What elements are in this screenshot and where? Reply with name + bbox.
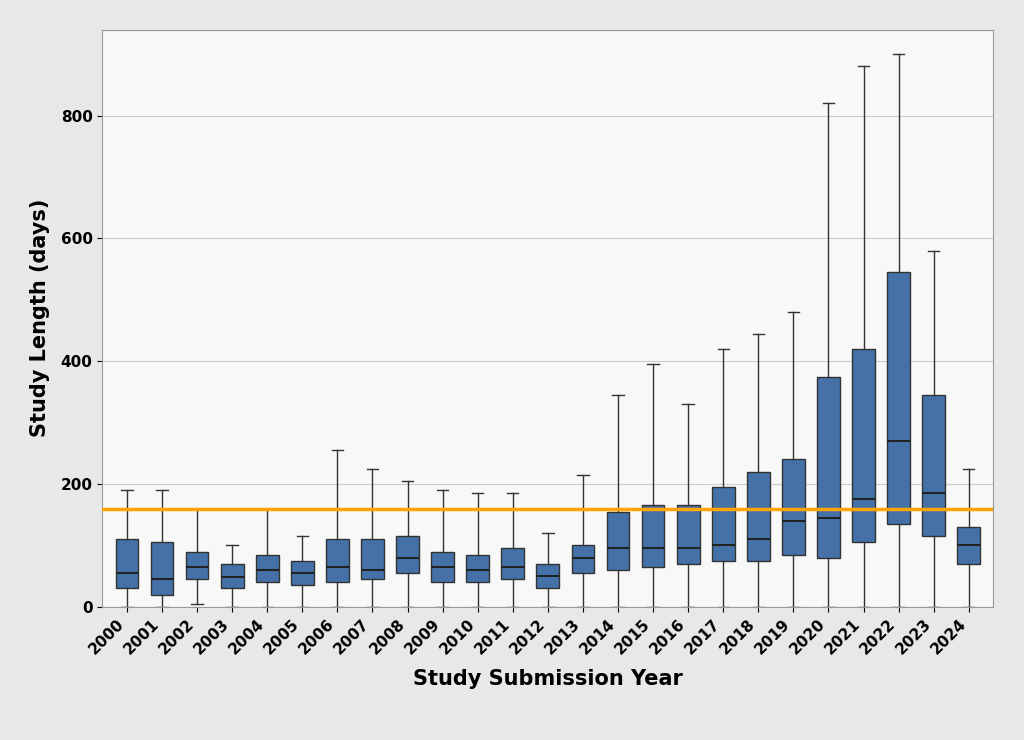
PathPatch shape xyxy=(537,564,559,588)
PathPatch shape xyxy=(571,545,594,573)
X-axis label: Study Submission Year: Study Submission Year xyxy=(413,668,683,688)
PathPatch shape xyxy=(887,272,910,524)
PathPatch shape xyxy=(677,505,699,564)
PathPatch shape xyxy=(642,505,665,567)
PathPatch shape xyxy=(185,551,209,579)
PathPatch shape xyxy=(923,395,945,536)
PathPatch shape xyxy=(116,539,138,588)
PathPatch shape xyxy=(746,471,770,561)
PathPatch shape xyxy=(431,551,454,582)
PathPatch shape xyxy=(606,511,630,570)
PathPatch shape xyxy=(712,487,734,561)
PathPatch shape xyxy=(782,460,805,554)
PathPatch shape xyxy=(852,349,874,542)
PathPatch shape xyxy=(151,542,173,594)
PathPatch shape xyxy=(291,561,313,585)
PathPatch shape xyxy=(502,548,524,579)
PathPatch shape xyxy=(361,539,384,579)
PathPatch shape xyxy=(957,527,980,564)
PathPatch shape xyxy=(256,554,279,582)
PathPatch shape xyxy=(466,554,489,582)
PathPatch shape xyxy=(221,564,244,588)
PathPatch shape xyxy=(326,539,349,582)
PathPatch shape xyxy=(817,377,840,558)
PathPatch shape xyxy=(396,536,419,573)
Y-axis label: Study Length (days): Study Length (days) xyxy=(30,199,49,437)
